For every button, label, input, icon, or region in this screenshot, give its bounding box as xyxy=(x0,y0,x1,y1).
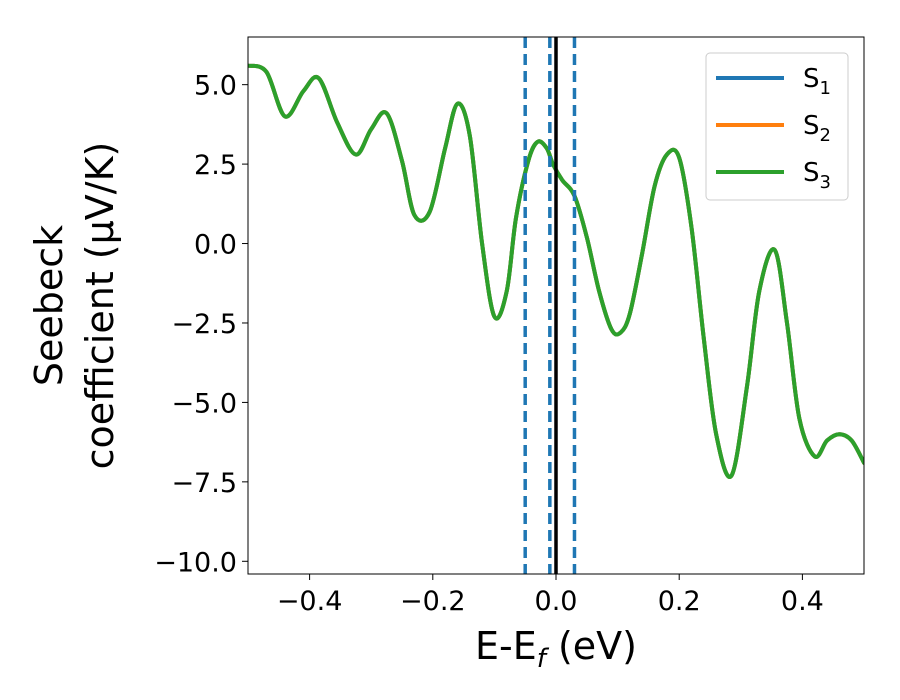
axis-ticks: −0.4 −0.2 0.0 0.2 0.4 5.0 2.5 0.0 −2.5 −5.0 −7.5 −1… xyxy=(154,71,824,617)
y-tick-label: 0.0 xyxy=(194,230,237,261)
y-axis-label: Seebeck coefficient (μV/K) xyxy=(27,142,122,470)
y-axis-label-line1: Seebeck xyxy=(27,225,71,386)
x-tick-label: 0.2 xyxy=(658,586,701,617)
x-axis-label: E-Ef (eV) xyxy=(475,624,637,674)
legend-label-s1: S1 xyxy=(803,64,831,99)
x-tick-label: 0.0 xyxy=(535,586,578,617)
y-tick-label: 5.0 xyxy=(194,71,237,102)
legend-label-s3: S3 xyxy=(803,158,831,193)
y-tick-label: 2.5 xyxy=(194,150,237,181)
y-axis-label-line2: coefficient (μV/K) xyxy=(78,142,122,470)
y-tick-label: −10.0 xyxy=(154,547,237,578)
plot-area xyxy=(248,37,864,574)
legend-label-s2: S2 xyxy=(803,111,831,146)
y-tick-label: −5.0 xyxy=(171,388,237,419)
x-tick-label: 0.4 xyxy=(781,586,824,617)
x-tick-label: −0.4 xyxy=(277,586,343,617)
y-tick-label: −2.5 xyxy=(171,309,237,340)
x-tick-label: −0.2 xyxy=(400,586,466,617)
legend: S1 S2 S3 xyxy=(705,52,849,201)
y-tick-label: −7.5 xyxy=(171,468,237,499)
